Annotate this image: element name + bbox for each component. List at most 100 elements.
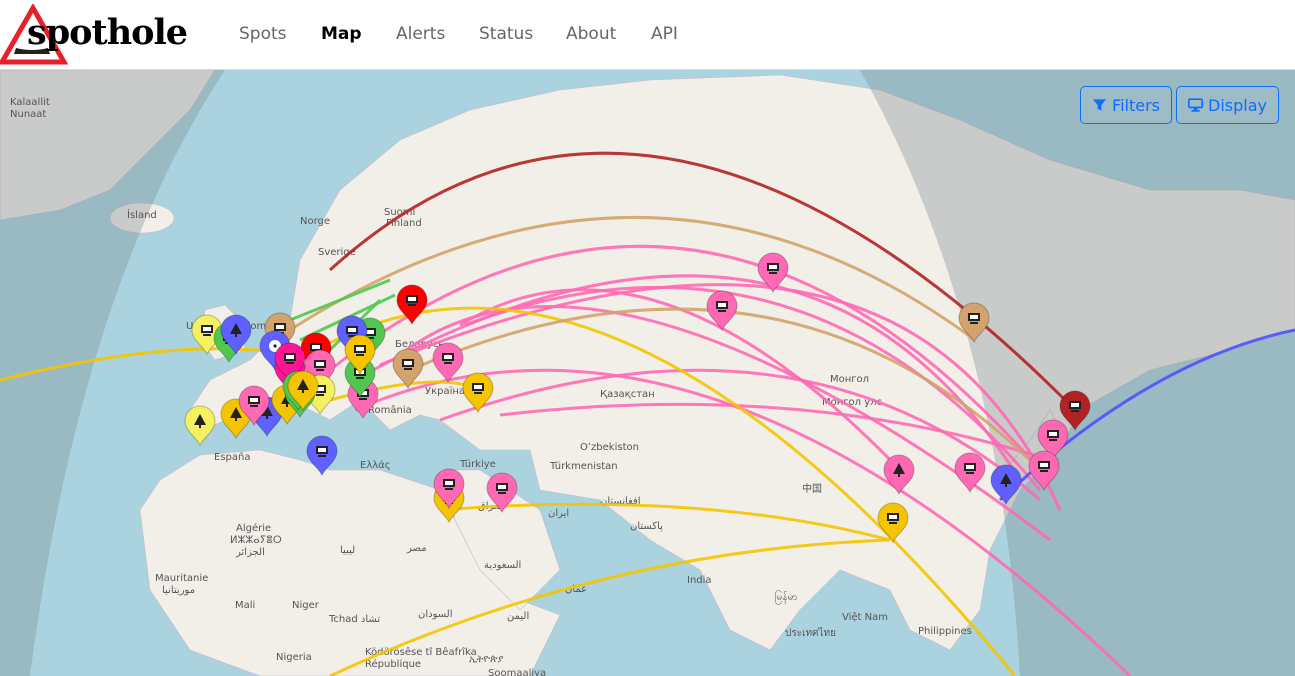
monitor-icon <box>248 396 260 407</box>
tree-icon <box>1000 473 1012 487</box>
display-button[interactable]: Display <box>1176 86 1279 124</box>
nav-status[interactable]: Status <box>479 24 534 44</box>
place-label: Україна <box>425 386 465 397</box>
spothole-logo[interactable]: spothole <box>0 4 200 65</box>
place-label: ประเทศไทย <box>785 627 836 639</box>
place-label: Soomaaliya <box>488 668 546 676</box>
spot-marker[interactable] <box>757 252 789 294</box>
place-label: Türkiye <box>459 459 496 470</box>
spot-marker[interactable] <box>958 302 990 344</box>
place-label: Oʻzbekiston <box>580 442 639 453</box>
spot-marker[interactable] <box>706 290 738 332</box>
monitor-icon <box>402 359 414 370</box>
monitor-icon <box>887 513 899 524</box>
place-label: Kalaallit <box>10 97 50 108</box>
spot-marker[interactable] <box>306 435 338 477</box>
place-label: Finland <box>386 218 422 229</box>
spot-marker[interactable] <box>238 385 270 427</box>
greenland <box>0 70 216 221</box>
nav-map[interactable]: Map <box>321 24 362 44</box>
spot-marker[interactable] <box>877 502 909 544</box>
monitor-icon <box>1069 401 1081 412</box>
spot-path <box>409 307 1042 472</box>
spot-marker[interactable] <box>462 372 494 414</box>
place-label: Ελλάς <box>360 459 391 471</box>
monitor-icon <box>357 389 369 400</box>
spot-marker[interactable] <box>486 472 518 514</box>
monitor-icon <box>284 353 296 364</box>
place-label: Монгол улс <box>822 397 882 408</box>
monitor-icon <box>767 263 779 274</box>
spot-marker[interactable] <box>432 342 464 384</box>
place-label: Norge <box>300 216 330 227</box>
map-canvas[interactable]: KalaallitNunaatÍslandNorgeSverigeSuomiFi… <box>0 70 1295 676</box>
spot-marker[interactable] <box>990 464 1022 506</box>
nav-api[interactable]: API <box>651 24 678 44</box>
brand-name: spothole <box>27 12 188 53</box>
tree-icon <box>893 463 905 477</box>
place-label: España <box>214 452 250 463</box>
place-label: افغانستان <box>600 496 641 507</box>
spot-marker[interactable] <box>184 405 216 447</box>
monitor-icon <box>201 325 213 336</box>
tree-icon <box>194 414 206 428</box>
place-label: Беларусь <box>395 339 444 350</box>
spot-path <box>464 285 1042 491</box>
spot-marker[interactable] <box>954 452 986 494</box>
tree-icon <box>230 407 242 421</box>
filters-button[interactable]: Filters <box>1080 86 1172 124</box>
spot-marker[interactable] <box>392 348 424 390</box>
tree-icon <box>230 323 242 337</box>
spot-marker[interactable] <box>433 468 465 510</box>
filter-icon <box>1092 99 1107 111</box>
monitor-icon <box>968 313 980 324</box>
spot-path <box>354 274 1022 481</box>
place-label: ليبيا <box>340 545 355 556</box>
place-label: Mauritanie <box>155 573 208 584</box>
spot-map[interactable]: Kalaallit Nunaat Ísland Norge Sverige Suomi Fi… <box>0 70 1295 676</box>
spot-path <box>459 288 902 472</box>
tree-icon <box>297 379 309 393</box>
spot-path <box>439 368 1041 502</box>
spot-path <box>289 278 391 322</box>
place-label: Philippines <box>918 626 972 637</box>
place-label: Ísland <box>127 208 157 221</box>
night-overlay-right <box>860 70 1295 676</box>
nav-about[interactable]: About <box>566 24 617 44</box>
place-label: الجزائر <box>235 547 265 558</box>
place-label: Sverige <box>318 247 356 258</box>
place-label: موريتانيا <box>162 585 195 596</box>
place-label: عمان <box>565 584 587 595</box>
place-label: Türkmenistan <box>549 461 618 472</box>
place-label: ኢትዮጵያ <box>469 654 503 665</box>
spot-marker[interactable] <box>1028 450 1060 492</box>
place-label: မြန်မာ <box>775 589 797 605</box>
spot-marker[interactable] <box>883 454 915 496</box>
filters-label: Filters <box>1112 95 1160 115</box>
place-label: مصر <box>406 543 427 554</box>
spot-path <box>289 216 976 342</box>
nav-alerts[interactable]: Alerts <box>396 24 446 44</box>
place-label: Niger <box>292 600 320 611</box>
spot-path <box>329 244 1042 471</box>
place-label: România <box>368 404 412 416</box>
spot-marker[interactable] <box>344 334 376 376</box>
spot-marker[interactable] <box>1059 390 1091 432</box>
spot-marker[interactable] <box>287 370 319 412</box>
place-label: Suomi <box>384 207 415 218</box>
spot-marker[interactable] <box>1037 419 1069 461</box>
spot-marker[interactable] <box>220 314 252 356</box>
place-label: Монгол <box>830 374 869 385</box>
place-label: République <box>365 658 421 670</box>
nav-spots[interactable]: Spots <box>239 24 287 44</box>
monitor-icon <box>443 479 455 490</box>
iceland <box>109 202 175 234</box>
spot-marker[interactable] <box>396 284 428 326</box>
monitor-icon <box>442 353 454 364</box>
place-label: السودان <box>418 609 453 620</box>
spot-markers <box>184 252 1091 544</box>
spot-path <box>379 283 1062 511</box>
place-label: Tchad تشاد <box>328 614 380 625</box>
place-label: India <box>687 575 712 586</box>
